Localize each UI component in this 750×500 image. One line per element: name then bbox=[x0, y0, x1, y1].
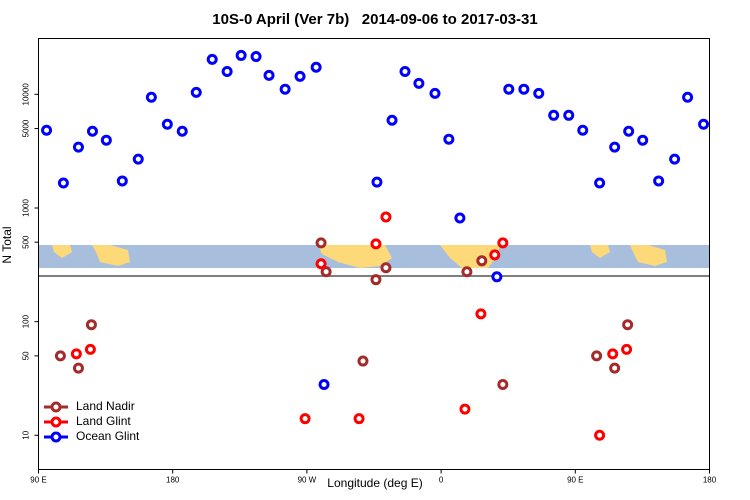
point bbox=[563, 109, 575, 121]
x-tick-label: 90 W bbox=[298, 476, 317, 485]
point bbox=[491, 271, 503, 283]
y-tick-label: 10 bbox=[22, 430, 31, 439]
point bbox=[669, 153, 681, 165]
y-axis-label: N Total bbox=[0, 226, 14, 263]
point bbox=[533, 87, 545, 99]
land-shape bbox=[52, 245, 130, 266]
point bbox=[370, 274, 382, 286]
point bbox=[413, 77, 425, 89]
point bbox=[459, 403, 471, 415]
point bbox=[454, 212, 466, 224]
point bbox=[370, 238, 382, 250]
point bbox=[609, 362, 621, 374]
point bbox=[609, 141, 621, 153]
x-axis-label: Longitude (deg E) bbox=[327, 476, 422, 490]
point bbox=[250, 51, 262, 63]
x-tick-label: 180 bbox=[166, 476, 180, 485]
point bbox=[622, 319, 634, 331]
point bbox=[353, 413, 365, 425]
land-shape bbox=[318, 245, 392, 268]
point bbox=[310, 61, 322, 73]
legend-label: Land Nadir bbox=[76, 399, 135, 413]
point bbox=[518, 83, 530, 95]
point bbox=[594, 177, 606, 189]
x-tick-label: 180 bbox=[703, 476, 717, 485]
point bbox=[399, 65, 411, 77]
point bbox=[698, 118, 710, 130]
point bbox=[206, 53, 218, 65]
point bbox=[100, 134, 112, 146]
point bbox=[41, 124, 53, 136]
point bbox=[623, 125, 635, 137]
y-tick-label: 5000 bbox=[22, 119, 31, 137]
point bbox=[320, 266, 332, 278]
point bbox=[682, 91, 694, 103]
point bbox=[497, 237, 509, 249]
plot-frame bbox=[38, 38, 710, 470]
point bbox=[386, 114, 398, 126]
point bbox=[70, 348, 82, 360]
point bbox=[637, 134, 649, 146]
legend-marker bbox=[50, 401, 62, 413]
point bbox=[86, 125, 98, 137]
point bbox=[380, 211, 392, 223]
point bbox=[145, 91, 157, 103]
point bbox=[371, 176, 383, 188]
point bbox=[85, 319, 97, 331]
y-tick-label: 50 bbox=[22, 351, 31, 360]
point bbox=[299, 413, 311, 425]
legend-label: Land Glint bbox=[76, 414, 131, 428]
point bbox=[476, 255, 488, 267]
x-tick-label: 0 bbox=[439, 476, 444, 485]
point bbox=[221, 65, 233, 77]
legend-marker bbox=[50, 431, 62, 443]
point bbox=[318, 378, 330, 390]
point bbox=[176, 125, 188, 137]
x-tick-label: 90 E bbox=[30, 476, 46, 485]
legend-label: Ocean Glint bbox=[76, 429, 140, 443]
point bbox=[235, 49, 247, 61]
point bbox=[72, 141, 84, 153]
y-tick-label: 1000 bbox=[22, 199, 31, 217]
point bbox=[653, 175, 665, 187]
point bbox=[190, 86, 202, 98]
point bbox=[54, 350, 66, 362]
point bbox=[57, 177, 69, 189]
point bbox=[132, 153, 144, 165]
legend-marker bbox=[50, 416, 62, 428]
point bbox=[497, 378, 509, 390]
y-tick-label: 10000 bbox=[22, 83, 31, 106]
point bbox=[263, 69, 275, 81]
point bbox=[315, 237, 327, 249]
point bbox=[294, 70, 306, 82]
point bbox=[161, 118, 173, 130]
point bbox=[279, 83, 291, 95]
point bbox=[315, 258, 327, 270]
point bbox=[607, 348, 619, 360]
chart-title: 10S-0 April (Ver 7b) 2014-09-06 to 2017-… bbox=[212, 11, 537, 28]
point bbox=[591, 350, 603, 362]
point bbox=[621, 343, 633, 355]
point bbox=[461, 266, 473, 278]
point bbox=[357, 355, 369, 367]
point bbox=[116, 175, 128, 187]
point bbox=[594, 429, 606, 441]
point bbox=[475, 308, 487, 320]
point bbox=[443, 133, 455, 145]
point bbox=[577, 124, 589, 136]
point bbox=[503, 83, 515, 95]
x-tick-label: 90 E bbox=[567, 476, 583, 485]
point bbox=[429, 87, 441, 99]
point bbox=[548, 109, 560, 121]
y-tick-label: 500 bbox=[22, 235, 31, 249]
point bbox=[380, 262, 392, 274]
point bbox=[84, 343, 96, 355]
point bbox=[72, 362, 84, 374]
y-tick-label: 100 bbox=[22, 314, 31, 328]
point bbox=[489, 249, 501, 261]
land-shape bbox=[590, 245, 667, 266]
